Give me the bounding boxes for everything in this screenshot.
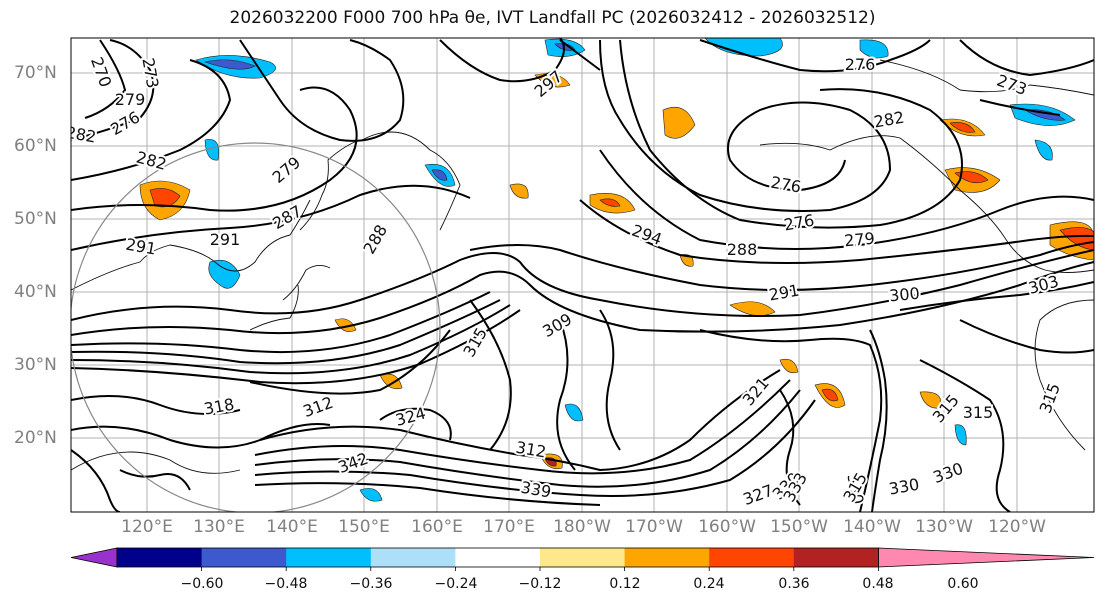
shade-red-6 <box>1059 227 1094 251</box>
lon-label-150w: 150°W <box>770 517 828 537</box>
colorbar-segment <box>117 548 203 567</box>
shade-orange-12 <box>919 391 942 409</box>
lon-label-160w: 160°W <box>698 517 756 537</box>
colorbar-frame <box>116 547 879 568</box>
lat-label-70n: 70°N <box>14 63 57 83</box>
colorbar-tick-label: 0.48 <box>862 576 894 592</box>
contour-label: 291 <box>210 230 241 249</box>
colorbar-segment <box>455 548 541 567</box>
shade-red-10 <box>821 388 839 402</box>
shade-red-3 <box>599 198 621 207</box>
shade-blue-10 <box>564 403 584 422</box>
shade-blue-12 <box>359 488 383 502</box>
colorbar-tick-label: 0.60 <box>947 576 979 592</box>
lat-label-60n: 60°N <box>14 136 57 156</box>
contour-label: 288 <box>727 240 758 259</box>
colorbar-tick-label: 0.12 <box>609 576 641 592</box>
contour-label: 282 <box>64 123 97 147</box>
contour-label: 315 <box>963 403 994 422</box>
contour-label: 300 <box>888 284 920 306</box>
coastlines <box>71 59 1094 474</box>
map-frame <box>70 37 1095 513</box>
lon-label-170w: 170°W <box>625 517 683 537</box>
colorbar-tick-label: −0.60 <box>180 576 224 592</box>
lat-label-50n: 50°N <box>14 209 57 229</box>
contour-label: 276 <box>845 55 876 74</box>
colorbar-segment <box>793 548 879 567</box>
lat-label-40n: 40°N <box>14 282 57 302</box>
lon-label-120e: 120°E <box>121 517 173 537</box>
shade-blue-4 <box>859 39 889 59</box>
colorbar-tick-label: −0.24 <box>434 576 478 592</box>
colorbar-segment <box>201 548 287 567</box>
lon-label-160e: 160°E <box>411 517 463 537</box>
lon-label-140e: 140°E <box>266 517 318 537</box>
landfall-circle <box>71 142 441 512</box>
shade-red-1 <box>149 188 181 208</box>
colorbar-segment <box>540 548 626 567</box>
colorbar-tick-label: −0.48 <box>264 576 308 592</box>
theta-e-contours <box>71 38 1094 512</box>
colorbar-tick-label: 0.24 <box>693 576 725 592</box>
shade-dblue-7 <box>431 169 448 181</box>
colorbar-tick-label: 0.36 <box>778 576 810 592</box>
shade-red-5 <box>954 171 989 184</box>
lat-label-30n: 30°N <box>14 355 57 375</box>
shade-blue-6 <box>1034 139 1053 161</box>
colorbar-segment <box>624 548 710 567</box>
contour-label: 279 <box>843 229 875 251</box>
colorbar-extend-max <box>878 547 1095 568</box>
lon-label-180w: 180°W <box>553 517 611 537</box>
colorbar-segment <box>370 548 456 567</box>
colorbar-segment <box>709 548 795 567</box>
shade-blue-9 <box>204 139 219 161</box>
lon-label-140w: 140°W <box>843 517 901 537</box>
lon-label-150e: 150°E <box>338 517 390 537</box>
shade-orange-15 <box>379 373 403 389</box>
shade-blue-3 <box>704 38 783 57</box>
contour-label: 330 <box>843 472 867 505</box>
shade-blue-11 <box>954 424 967 446</box>
ivt-shading <box>139 38 1094 502</box>
lon-label-120w: 120°W <box>988 517 1046 537</box>
shade-blue-8 <box>208 259 241 289</box>
colorbar-segment <box>286 548 372 567</box>
shade-orange-7 <box>729 301 776 317</box>
lon-label-130w: 130°W <box>915 517 973 537</box>
colorbar-extend-min <box>70 547 118 568</box>
contour-label: 279 <box>115 90 146 109</box>
shade-red-4 <box>949 122 976 133</box>
lat-label-20n: 20°N <box>14 428 57 448</box>
shade-dblue-1 <box>203 59 256 70</box>
colorbar <box>70 547 1095 571</box>
lon-label-130e: 130°E <box>193 517 245 537</box>
lon-label-170e: 170°E <box>483 517 535 537</box>
shade-orange-13 <box>779 358 799 374</box>
colorbar-tick-label: −0.12 <box>518 576 562 592</box>
figure-title: 2026032200 F000 700 hPa θe, IVT Landfall… <box>229 8 876 28</box>
shade-orange-16 <box>509 183 529 199</box>
colorbar-tick-label: −0.36 <box>349 576 393 592</box>
shade-orange-2 <box>662 106 696 139</box>
